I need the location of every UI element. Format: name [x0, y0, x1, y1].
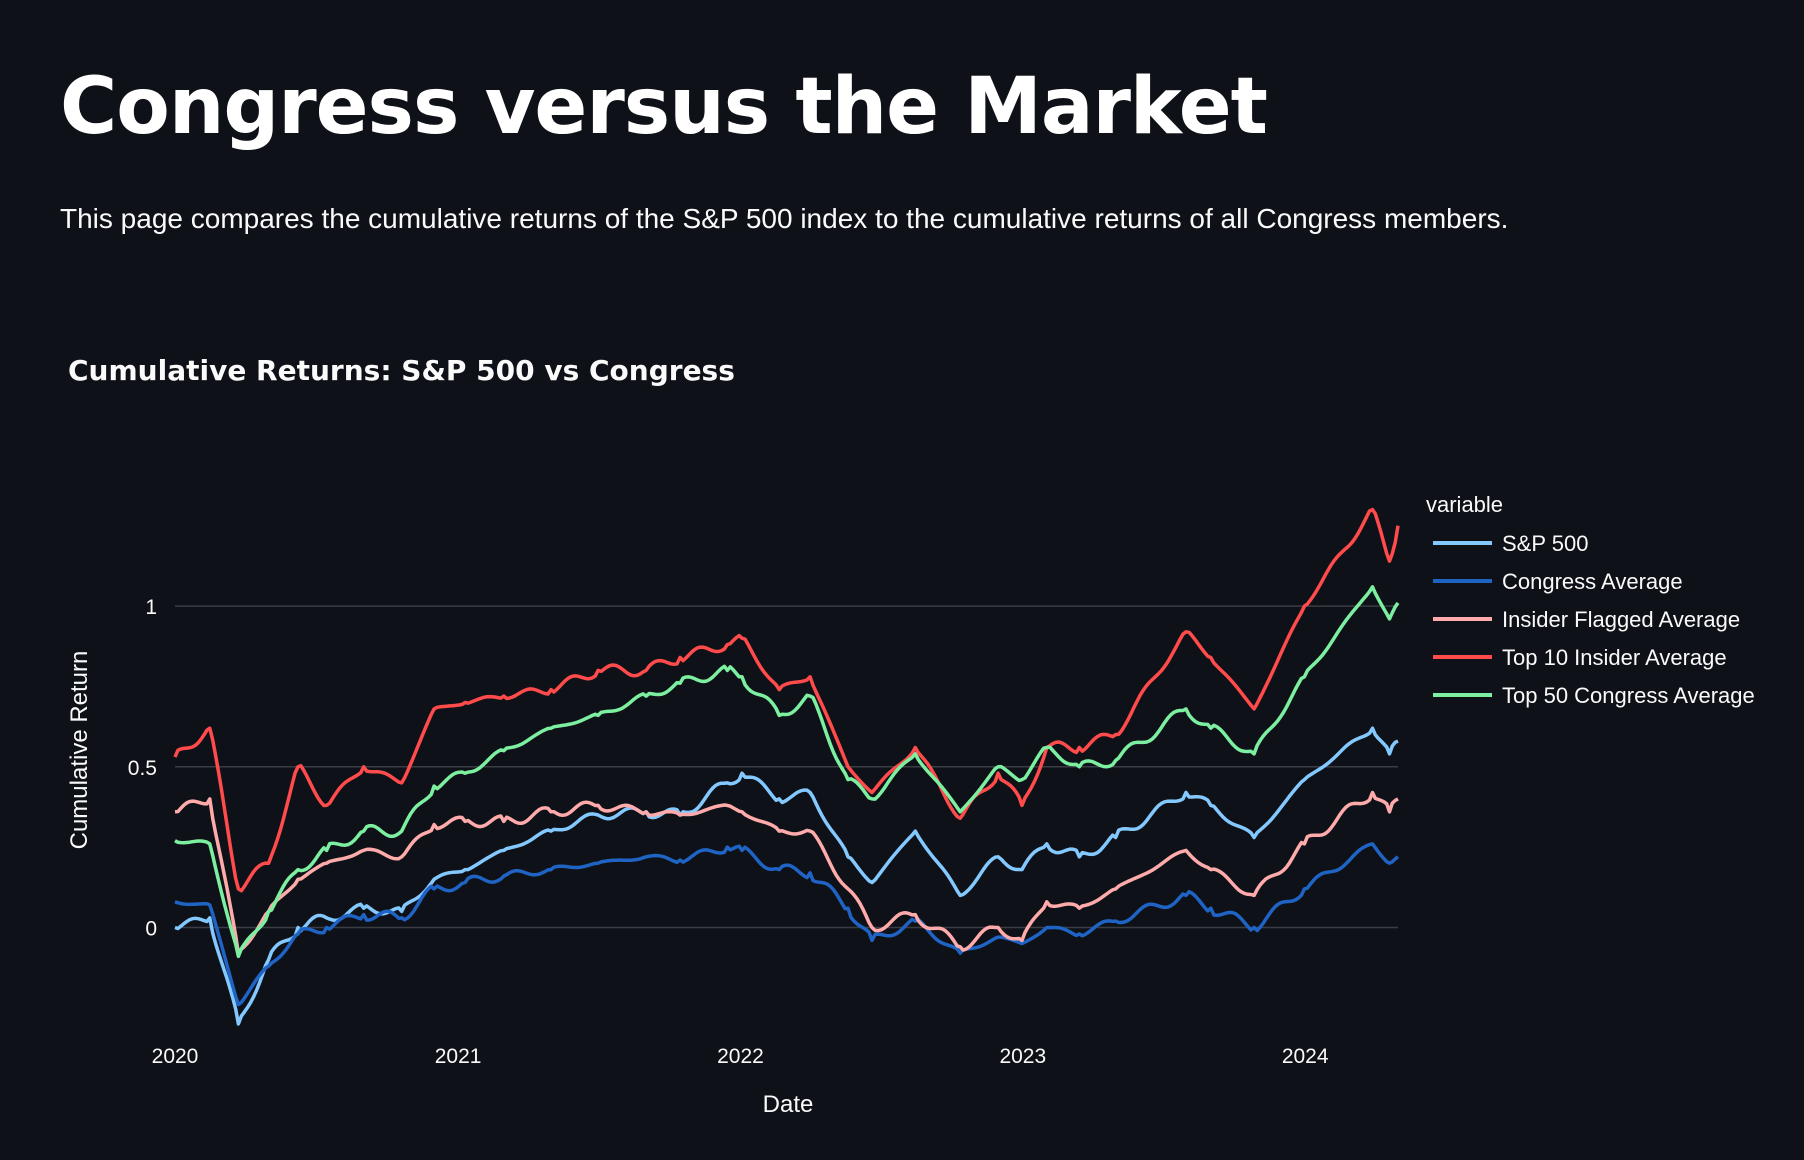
y-axis-title: Cumulative Return — [66, 651, 93, 850]
x-tick-label: 2021 — [435, 1045, 482, 1068]
legend-title: variable — [1426, 492, 1503, 517]
x-axis-title: Date — [763, 1091, 814, 1118]
x-tick-label: 2023 — [999, 1045, 1046, 1068]
legend-item-label: Top 50 Congress Average — [1502, 683, 1755, 708]
y-tick-label: 0.5 — [128, 757, 157, 780]
y-tick-label: 0 — [145, 918, 157, 941]
series-line — [174, 726, 1399, 1026]
x-tick-label: 2024 — [1282, 1045, 1329, 1068]
legend-item-label: Congress Average — [1502, 569, 1683, 594]
legend-item-label: Top 10 Insider Average — [1502, 645, 1727, 670]
x-axis-ticks: 2020 2021 2022 2023 2024 — [152, 1045, 1329, 1068]
grid-lines — [175, 605, 1398, 929]
legend-item-label: Insider Flagged Average — [1502, 607, 1740, 632]
series-line — [173, 507, 1400, 893]
y-tick-label: 1 — [145, 596, 157, 619]
chart-title: Cumulative Returns: S&P 500 vs Congress — [68, 354, 735, 387]
series-line — [174, 585, 1400, 959]
series-lines — [173, 507, 1400, 1026]
series-line — [174, 842, 1400, 1007]
series-line — [174, 790, 1399, 955]
page-description: This page compares the cumulative return… — [60, 203, 1509, 234]
x-tick-label: 2020 — [152, 1045, 199, 1068]
x-tick-label: 2022 — [717, 1045, 764, 1068]
legend: variable S&P 500 Congress Average Insider … — [1426, 492, 1755, 708]
y-axis-ticks: 00.51 — [128, 596, 157, 940]
page-title: Congress versus the Market — [60, 62, 1268, 152]
legend-item-label: S&P 500 — [1502, 531, 1588, 556]
